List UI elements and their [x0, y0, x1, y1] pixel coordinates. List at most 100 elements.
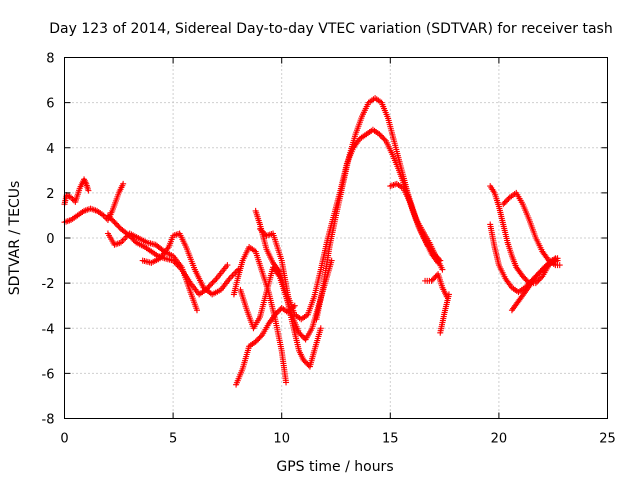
data-point [540, 265, 547, 272]
data-point [445, 291, 452, 298]
data-points [61, 95, 563, 388]
data-point [291, 302, 298, 309]
data-point [193, 307, 200, 314]
data-point [431, 275, 438, 282]
data-point [377, 132, 384, 139]
data-point [107, 215, 114, 222]
y-tick-label: -8 [42, 413, 55, 428]
data-point [380, 135, 387, 142]
y-tick-label: -4 [42, 322, 55, 337]
data-point [256, 225, 263, 232]
data-point [521, 274, 528, 281]
series-arc-5 [139, 230, 242, 298]
data-point [381, 136, 388, 143]
data-point [504, 197, 511, 204]
series-arc-2 [61, 180, 127, 226]
data-point [283, 379, 290, 386]
data-point [111, 219, 118, 226]
series-arc-14 [437, 291, 452, 336]
data-point [300, 356, 307, 363]
data-point [519, 273, 526, 280]
data-point [115, 223, 122, 230]
data-point [106, 213, 113, 220]
data-point [256, 334, 263, 341]
x-tick-label: 20 [491, 432, 508, 447]
data-point [297, 331, 304, 338]
data-point [212, 277, 219, 284]
data-point [112, 220, 119, 227]
data-point [545, 260, 552, 267]
data-point [257, 333, 264, 340]
data-point [253, 337, 260, 344]
data-point [501, 199, 508, 206]
y-tick-label: -2 [42, 277, 55, 292]
plot-frame [64, 57, 608, 419]
x-axis-label: GPS time / hours [276, 459, 393, 475]
data-point [296, 329, 303, 336]
data-point [110, 217, 117, 224]
y-tick-label: 8 [46, 52, 54, 67]
series-arc-1 [61, 176, 92, 208]
data-point [206, 282, 213, 289]
y-tick-label: 6 [46, 97, 54, 112]
data-point [379, 133, 386, 140]
data-point [534, 271, 541, 278]
data-point [439, 266, 446, 273]
x-tick-label: 5 [169, 432, 177, 447]
data-point [428, 277, 435, 284]
data-point [376, 131, 383, 138]
data-point [85, 187, 92, 194]
data-point [429, 276, 436, 283]
data-point [108, 216, 115, 223]
series-arc-4 [104, 230, 200, 314]
data-point [255, 336, 262, 343]
data-point [502, 198, 509, 205]
y-tick-label: 2 [46, 187, 54, 202]
data-point [274, 309, 281, 316]
series-arc-11 [313, 95, 444, 323]
x-tick-label: 10 [273, 432, 290, 447]
data-point [224, 262, 231, 269]
series-arc-13 [422, 271, 450, 300]
series-arc-16 [487, 221, 561, 296]
data-point [228, 274, 235, 281]
data-point [299, 333, 306, 340]
data-point [317, 325, 324, 332]
data-point [258, 227, 265, 234]
data-point [328, 257, 335, 264]
data-point [210, 278, 217, 285]
series-arc-15 [487, 183, 559, 287]
data-point [538, 267, 545, 274]
x-tick-label: 25 [599, 432, 616, 447]
series-arc-18 [508, 255, 561, 314]
data-point [229, 272, 236, 279]
y-tick-label: -6 [42, 367, 55, 382]
data-point [304, 360, 311, 367]
data-point [556, 262, 563, 269]
x-tick-label: 15 [382, 432, 399, 447]
data-point [120, 236, 127, 243]
data-point [432, 273, 439, 280]
axis-ticks: 0 5 10 15 20 25 -8 -6 -4 -2 0 2 4 6 8 [42, 52, 616, 447]
grid [64, 57, 608, 419]
data-point [260, 230, 267, 237]
data-point [298, 332, 305, 339]
data-point [536, 269, 543, 276]
series-arc-17 [500, 189, 563, 269]
data-point [542, 262, 549, 269]
data-point [301, 358, 308, 365]
data-point [114, 221, 121, 228]
data-point [544, 261, 551, 268]
data-point [252, 338, 259, 345]
data-point [500, 201, 507, 208]
data-point [538, 274, 545, 281]
x-tick-label: 0 [60, 432, 68, 447]
data-point [208, 281, 215, 288]
y-tick-label: 0 [46, 232, 54, 247]
chart-title: Day 123 of 2014, Sidereal Day-to-day VTE… [49, 21, 612, 37]
data-point [537, 268, 544, 275]
data-point [120, 180, 127, 187]
data-point [104, 212, 111, 219]
series-arc-12 [387, 180, 446, 273]
